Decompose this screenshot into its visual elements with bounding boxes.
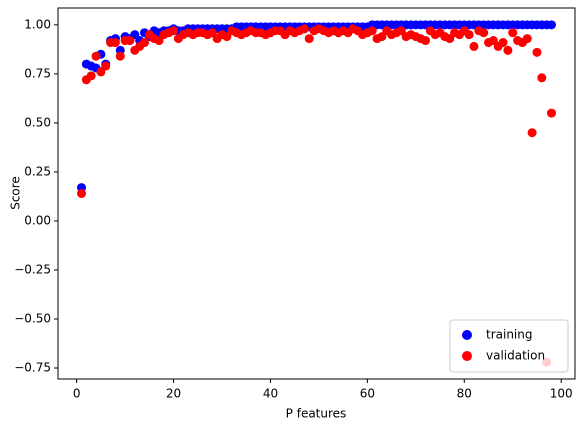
point [508, 28, 518, 38]
y-tick-label: −0.50 [14, 311, 51, 325]
y-tick-label: 0.25 [24, 164, 51, 178]
x-tick-label: 0 [73, 387, 81, 401]
point [115, 51, 125, 61]
y-tick-label: 0.75 [24, 66, 51, 80]
point [125, 36, 135, 46]
point [547, 108, 556, 118]
y-tick-label: 0.50 [24, 115, 51, 129]
point [503, 45, 513, 55]
point [91, 51, 101, 61]
x-tick-label: 40 [263, 387, 278, 401]
legend-label: validation [486, 349, 545, 363]
point [547, 20, 556, 30]
y-tick-label: −0.25 [14, 262, 51, 276]
point [304, 34, 314, 44]
point [527, 128, 537, 138]
point [110, 38, 120, 48]
point [86, 71, 96, 81]
point [479, 28, 489, 38]
point [169, 26, 179, 36]
point [498, 38, 508, 48]
point [469, 41, 479, 51]
y-axis-label: Score [9, 176, 23, 210]
point [537, 73, 547, 83]
y-tick-label: 1.00 [24, 17, 51, 31]
axes-frame [57, 7, 576, 380]
y-tick-label: 0.00 [24, 213, 51, 227]
y-tick-label: −0.75 [14, 361, 51, 375]
x-axis-label: P features [286, 407, 347, 421]
legend-marker [462, 330, 472, 340]
point [532, 47, 542, 57]
x-tick-label: 80 [457, 387, 472, 401]
point [101, 61, 111, 71]
legend-box [449, 319, 569, 373]
x-tick-label: 100 [550, 387, 573, 401]
point [367, 26, 377, 36]
x-tick-label: 60 [360, 387, 375, 401]
legend-marker [462, 351, 472, 361]
point [299, 24, 309, 34]
point [464, 30, 474, 40]
point [77, 189, 86, 198]
legend-label: training [486, 328, 533, 342]
point [522, 34, 532, 44]
x-tick-label: 20 [166, 387, 181, 401]
point [139, 38, 149, 48]
point [421, 36, 431, 46]
